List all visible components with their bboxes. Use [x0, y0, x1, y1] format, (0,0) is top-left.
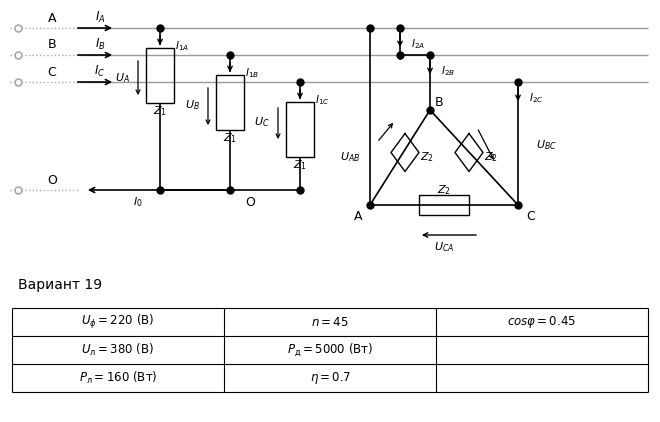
Text: $I_{1C}$: $I_{1C}$ — [315, 93, 329, 107]
Text: $I_{1B}$: $I_{1B}$ — [245, 66, 259, 80]
Text: $U_B$: $U_B$ — [185, 98, 199, 112]
Text: O: O — [245, 195, 255, 208]
Text: $I_{2A}$: $I_{2A}$ — [411, 37, 425, 51]
Text: $U_\mathrm{л} = 380\ (\mathrm{В})$: $U_\mathrm{л} = 380\ (\mathrm{В})$ — [81, 342, 154, 358]
Text: $I_0$: $I_0$ — [133, 195, 143, 209]
Text: $Z_2$: $Z_2$ — [420, 151, 434, 165]
Text: $U_{CA}$: $U_{CA}$ — [434, 240, 454, 254]
Text: $U_A$: $U_A$ — [115, 71, 129, 85]
Text: $n = 45$: $n = 45$ — [311, 316, 349, 328]
Text: $\eta = 0.7$: $\eta = 0.7$ — [310, 370, 350, 386]
Bar — [146, 48, 174, 103]
Text: $I_A$: $I_A$ — [95, 9, 106, 24]
Text: $U_{AB}$: $U_{AB}$ — [340, 150, 360, 164]
Text: $U_\phi = 220\ (\mathrm{В})$: $U_\phi = 220\ (\mathrm{В})$ — [81, 313, 154, 331]
Text: C: C — [48, 65, 56, 78]
Text: O: O — [47, 173, 57, 187]
Text: $I_C$: $I_C$ — [94, 63, 106, 78]
Text: $P_\mathrm{д} = 5000\ (\mathrm{Вт})$: $P_\mathrm{д} = 5000\ (\mathrm{Вт})$ — [287, 341, 373, 358]
Text: $Z_2$: $Z_2$ — [437, 183, 451, 197]
Text: A: A — [48, 11, 56, 24]
Text: $Z_2$: $Z_2$ — [484, 151, 498, 165]
Bar — [286, 102, 314, 157]
Bar — [419, 195, 469, 215]
Text: $U_{BC}$: $U_{BC}$ — [536, 138, 557, 152]
Text: $I_{2C}$: $I_{2C}$ — [529, 91, 543, 105]
Text: C: C — [526, 211, 535, 224]
Text: $Z_1$: $Z_1$ — [153, 104, 167, 118]
Text: $cos\varphi = 0.45$: $cos\varphi = 0.45$ — [508, 314, 576, 330]
Text: $I_{1A}$: $I_{1A}$ — [175, 39, 189, 53]
Text: B: B — [435, 95, 444, 108]
Text: $Z_1$: $Z_1$ — [223, 131, 237, 145]
Bar — [216, 75, 244, 130]
Text: $I_B$: $I_B$ — [94, 36, 106, 51]
Text: $U_C$: $U_C$ — [254, 115, 270, 129]
Text: Вариант 19: Вариант 19 — [18, 278, 102, 292]
Text: B: B — [48, 38, 56, 51]
Text: $Z_1$: $Z_1$ — [293, 158, 307, 172]
Text: $P_\mathrm{л} = 160\ (\mathrm{Вт})$: $P_\mathrm{л} = 160\ (\mathrm{Вт})$ — [79, 370, 157, 386]
Text: $I_{2B}$: $I_{2B}$ — [441, 64, 455, 78]
Text: A: A — [354, 211, 362, 224]
